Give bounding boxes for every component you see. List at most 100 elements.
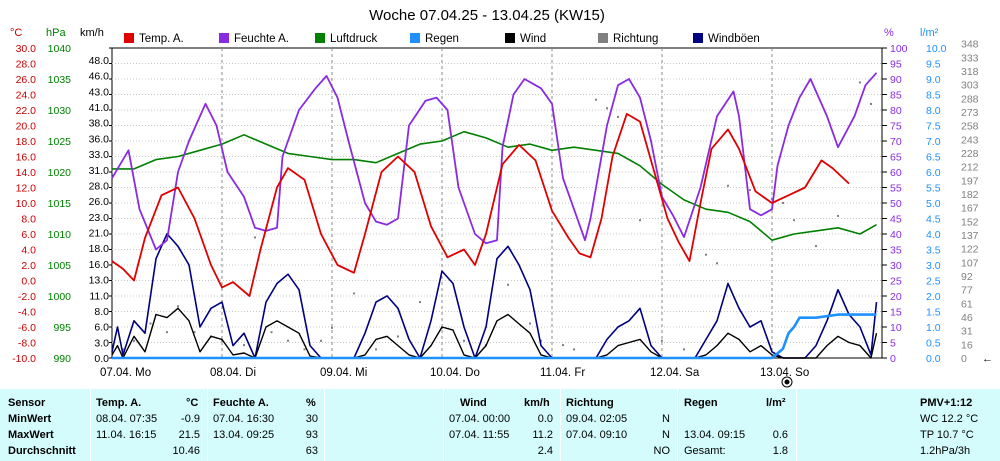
- direction-tick-label: 197: [961, 175, 979, 187]
- pressure-tick-label: 995: [53, 322, 71, 334]
- direction-point: [243, 344, 245, 347]
- direction-point: [507, 283, 509, 286]
- wind-tick-label: 6.0: [94, 322, 109, 334]
- pressure-tick-label: 990: [53, 353, 71, 365]
- header-direction: Richtung: [566, 397, 614, 409]
- direction-tick-label: 212: [961, 162, 979, 174]
- table-header-row: Sensor Temp. A. °C Feuchte A. % Wind km/…: [0, 395, 1000, 411]
- legend-label: Windböen: [708, 33, 760, 45]
- direction-tick-label: 258: [961, 121, 979, 133]
- pressure-tick-label: 1035: [48, 74, 72, 86]
- pmv-extra: WC 12.2 °C: [920, 413, 979, 425]
- x-axis-labels: 07.04. Mo 08.04. Di 09.04. Mi 10.04. Do 11.0…: [100, 367, 809, 379]
- direction-value: NO: [653, 445, 671, 457]
- rain-tick-label: 3.0: [926, 260, 941, 272]
- direction-point: [320, 339, 322, 342]
- rain-time: Gesamt:: [684, 445, 726, 457]
- direction-point: [540, 339, 542, 342]
- direction-tick-label: 182: [961, 189, 979, 201]
- chart-title: Woche 07.04.25 - 13.04.25 (KW15): [369, 7, 605, 24]
- pressure-line: [112, 130, 877, 241]
- chart-marks: [111, 72, 878, 360]
- wind-tick-label: 18.0: [89, 243, 110, 255]
- rain-tick-label: 7.5: [926, 121, 941, 133]
- direction-point: [859, 81, 861, 84]
- header-rain-unit: l/m²: [766, 397, 786, 409]
- chart-legend: Temp. A. Feuchte A. Luftdruck Regen Wind Rich…: [124, 33, 760, 45]
- humidity-tick-label: 5: [890, 338, 896, 350]
- direction-point: [793, 219, 795, 222]
- temp-tick-label: 0.0: [21, 276, 36, 288]
- direction-point: [606, 107, 608, 110]
- humidity-tick-label: 45: [890, 214, 902, 226]
- direction-tick-label: 333: [961, 52, 979, 64]
- direction-point: [254, 236, 256, 239]
- row-label: MaxWert: [8, 429, 54, 441]
- direction-value: N: [662, 429, 670, 441]
- direction-point: [782, 202, 784, 204]
- direction-point: [617, 115, 619, 118]
- humidity-tick-label: 80: [890, 105, 902, 117]
- wind-value: 11.2: [532, 429, 553, 441]
- rain-tick-label: 1.5: [926, 307, 941, 319]
- temp-tick-label: 22.0: [16, 105, 37, 117]
- legend-item: Wind: [505, 33, 546, 45]
- wind-tick-label: 31.0: [89, 165, 110, 177]
- chart-axes: 30.0 28.0 26.0 24.0 22.0 20.0 18.0 16.0 14.0 12.0…: [12, 39, 993, 365]
- table-row: MinWert 08.04. 07:35 -0.9 07.04. 16:30 3…: [0, 411, 1000, 427]
- temp-tick-label: 12.0: [16, 183, 37, 195]
- legend-label: Richtung: [613, 33, 658, 45]
- wind-tick-label: 11.0: [89, 290, 109, 302]
- direction-point: [727, 184, 729, 187]
- legend-label: Feuchte A.: [234, 33, 289, 45]
- direction-tick-label: 46: [961, 312, 973, 324]
- legend-item: Richtung: [598, 33, 658, 45]
- legend-label: Temp. A.: [139, 33, 184, 45]
- temp-tick-label: 8.0: [21, 214, 36, 226]
- wind-tick-label: 26.0: [89, 196, 110, 208]
- direction-point: [353, 292, 355, 295]
- humidity-tick-label: 10: [890, 322, 902, 334]
- direction-point: [193, 331, 196, 334]
- wind-value: 2.4: [537, 445, 553, 457]
- direction-point: [716, 262, 718, 265]
- legend-swatch: [410, 33, 420, 43]
- direction-arrow-icon: ←: [982, 353, 993, 365]
- humidity-tick-label: 95: [890, 59, 902, 71]
- x-axis-label: 07.04. Mo: [100, 367, 151, 379]
- temp-tick-label: 14.0: [16, 167, 37, 179]
- temp-value: 21.5: [178, 429, 200, 441]
- temp-tick-label: -10.0: [12, 353, 36, 365]
- wind-tick-label: 3.0: [94, 337, 109, 349]
- pressure-tick-label: 1025: [48, 136, 72, 148]
- direction-point: [270, 331, 273, 334]
- temp-tick-label: 26.0: [16, 74, 37, 86]
- legend-label: Regen: [425, 33, 459, 45]
- humidity-time: 13.04. 09:25: [213, 429, 275, 441]
- temp-tick-label: 24.0: [16, 90, 37, 102]
- temp-tick-label: 6.0: [21, 229, 36, 241]
- rain-value: 1.8: [772, 445, 788, 457]
- humidity-tick-label: 50: [890, 198, 902, 210]
- humidity-tick-label: 20: [890, 291, 902, 303]
- pressure-tick-label: 1015: [48, 198, 72, 210]
- direction-tick-label: 273: [961, 107, 979, 119]
- header-wind: Wind: [460, 397, 487, 409]
- temp-tick-label: -8.0: [18, 338, 36, 350]
- legend-item: Windböen: [693, 33, 760, 45]
- temp-axis-unit: °C: [10, 27, 22, 39]
- direction-point: [375, 348, 377, 351]
- rain-tick-label: 5.0: [926, 198, 941, 210]
- weather-chart: Woche 07.04.25 - 13.04.25 (KW15) °C hPa …: [10, 7, 993, 388]
- x-axis-label: 13.04. So: [760, 367, 809, 379]
- humidity-axis-unit: %: [884, 27, 894, 39]
- scroll-marker[interactable]: [781, 376, 793, 388]
- pmv-extra: TP 10.7 °C: [920, 429, 974, 441]
- wind-tick-label: 48.0: [89, 55, 110, 67]
- legend-swatch: [315, 33, 325, 43]
- temp-tick-label: -4.0: [18, 307, 36, 319]
- direction-point: [815, 245, 817, 248]
- rain-tick-label: 7.0: [926, 136, 941, 148]
- rain-line: [112, 313, 877, 360]
- humidity-tick-label: 0: [890, 353, 896, 365]
